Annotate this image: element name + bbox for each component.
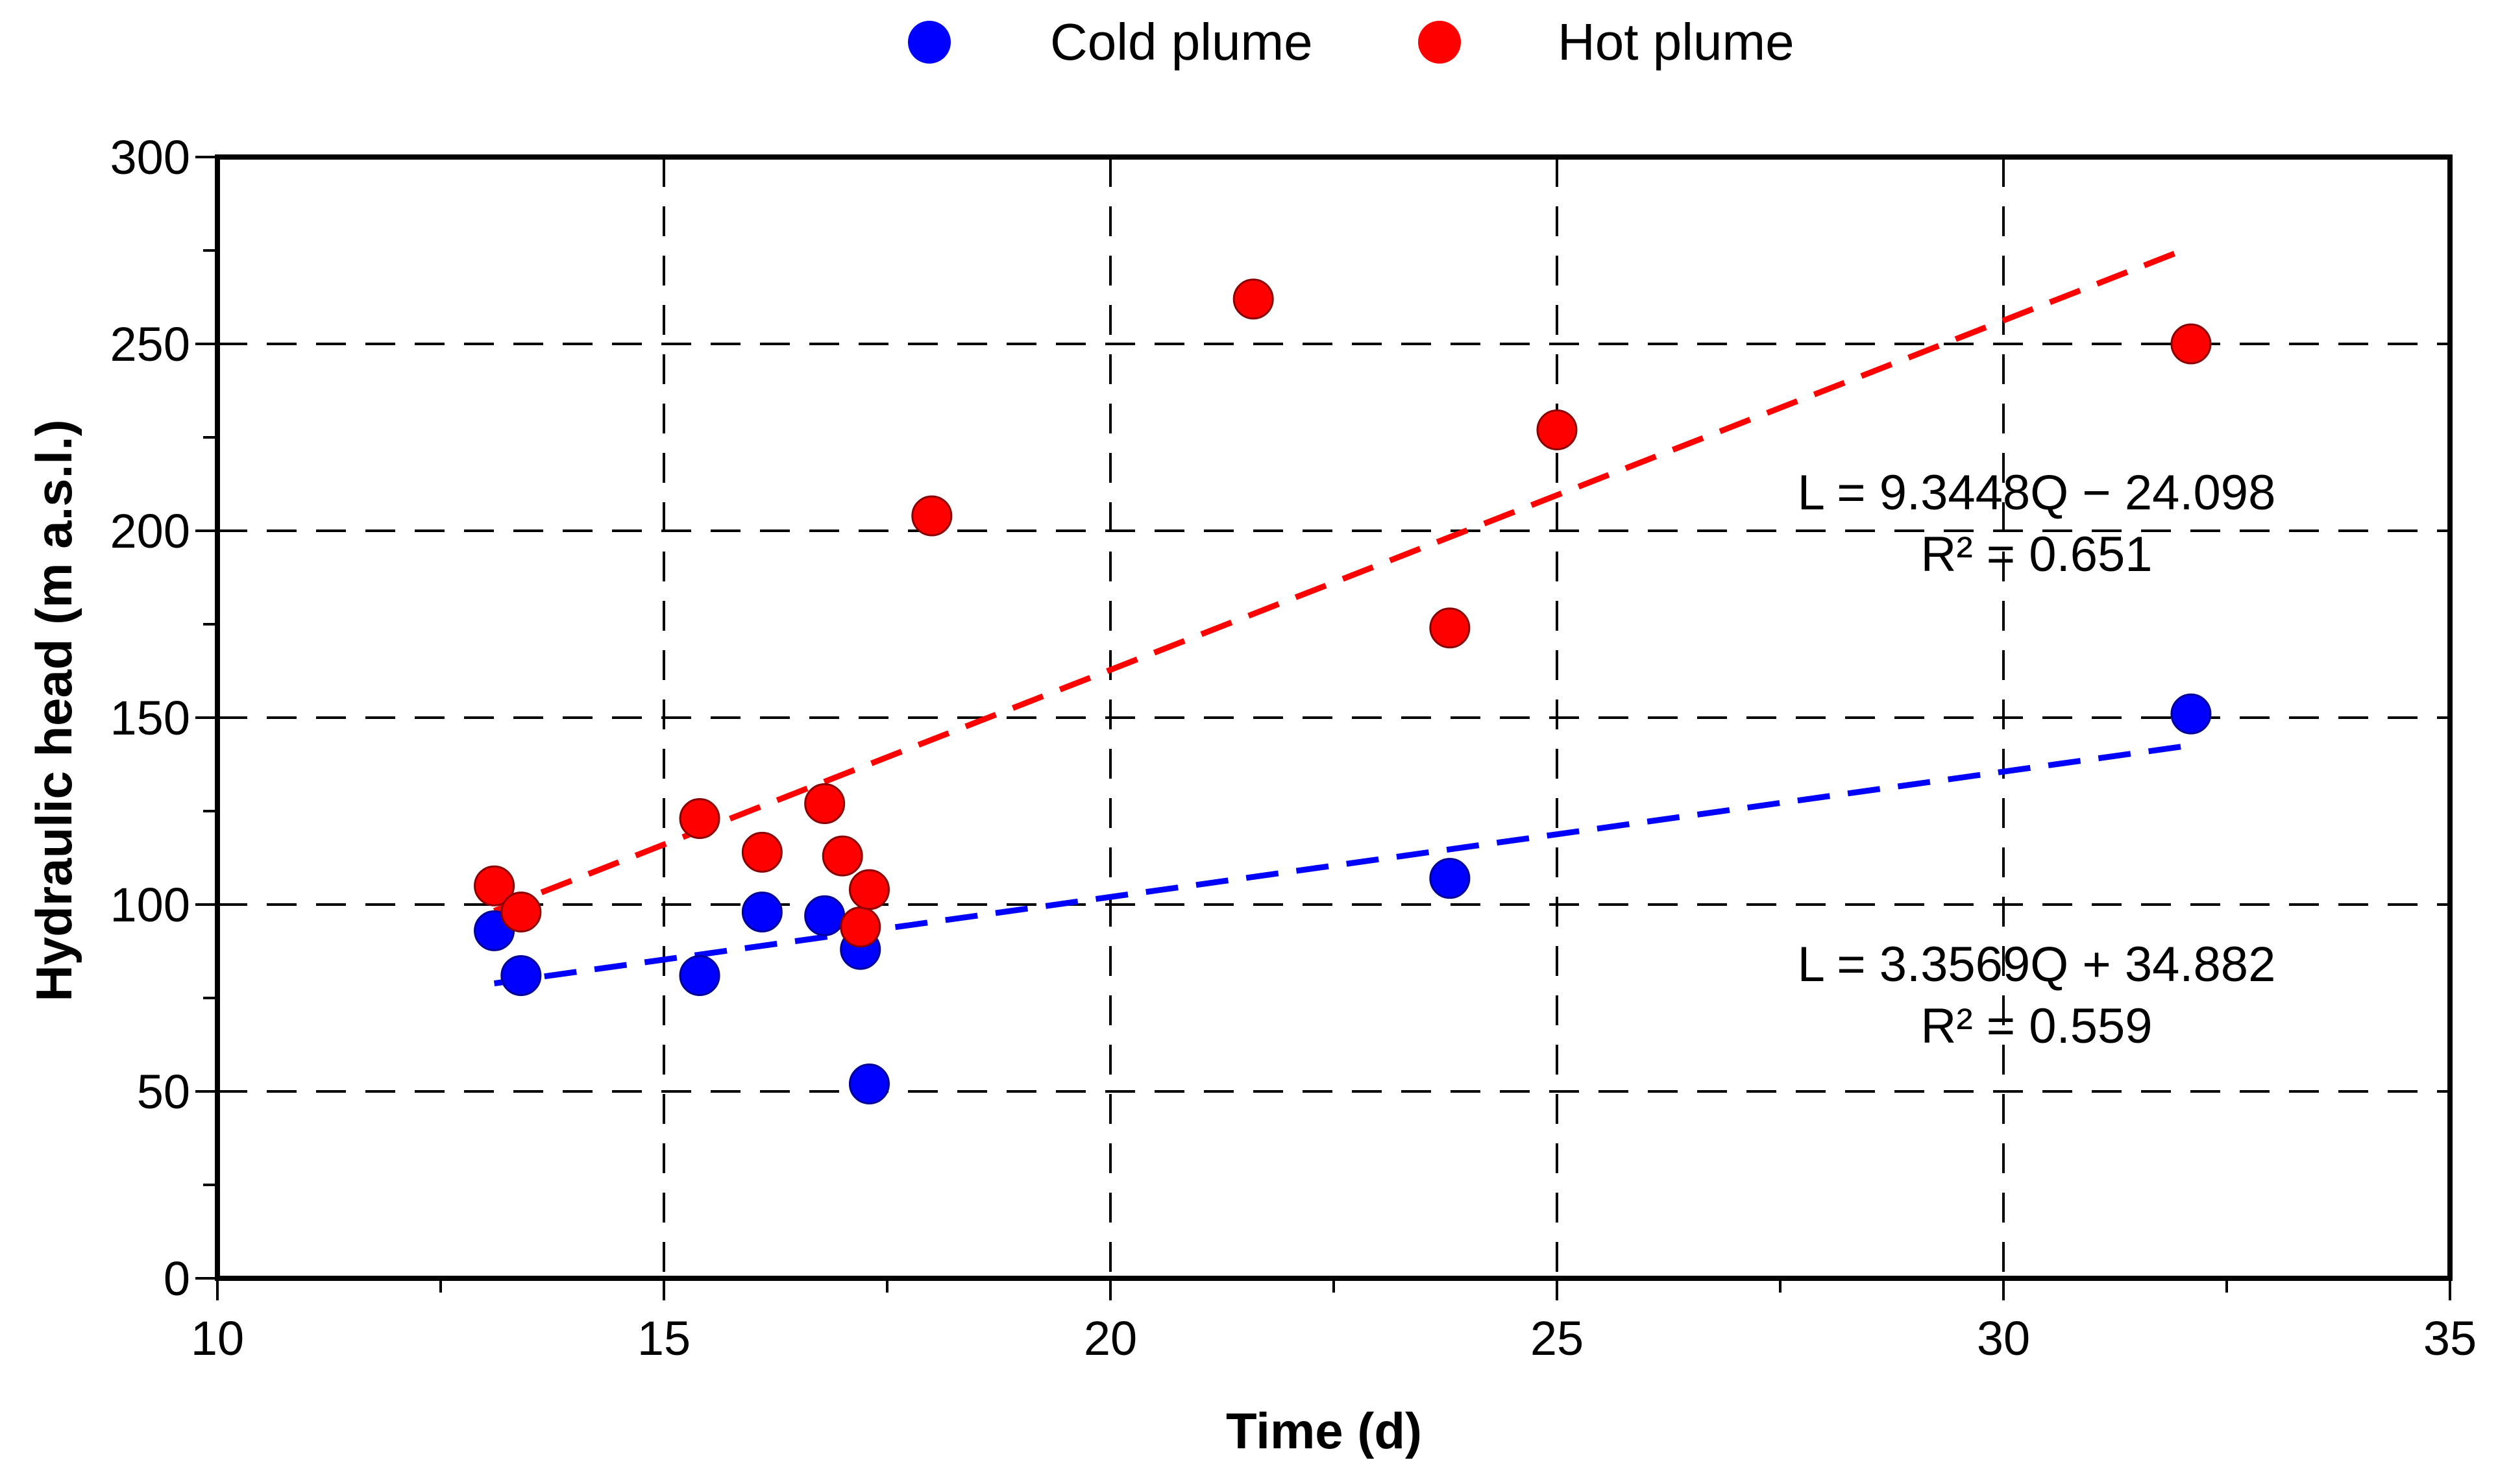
cold-equation-label: L = 3.3569Q + 34.882 [1798,937,2276,992]
hot-r2-label: R² = 0.651 [1921,527,2153,582]
x-tick-label: 25 [1530,1311,1584,1365]
hot-plume-point [1232,278,1274,320]
cold-plume-point [679,955,720,996]
grid [217,157,2450,1278]
legend-marker-hot [1418,21,1461,64]
hot-plume-point [911,495,953,537]
x-tick-label: 30 [1977,1311,2030,1365]
y-axis-title: Hydraulic head (m a.s.l.) [25,419,82,1001]
legend-label-cold: Cold plume [1050,13,1313,71]
x-tick-label: 15 [637,1311,691,1365]
hot-plume-point [474,865,515,906]
hot-plume-point [500,892,542,933]
legend-label-hot: Hot plume [1558,13,1794,71]
cold-plume-point [500,955,542,996]
legend: Cold plume Hot plume [908,13,1794,71]
x-tick-label: 35 [2423,1311,2477,1365]
legend-marker-cold [908,21,951,64]
annotations: L = 9.3448Q − 24.098 R² = 0.651 L = 3.35… [1798,465,2276,1054]
y-tick-label: 200 [110,504,190,558]
cold-plume-trendline [493,742,2192,986]
hot-plume-point [1429,607,1471,649]
cold-plume-point [804,895,846,936]
hot-plume-point [679,798,720,840]
y-tick-label: 50 [137,1065,190,1119]
hot-plume-point [804,783,846,824]
hot-plume-point [848,869,890,910]
y-tick-label: 100 [110,878,190,932]
cold-plume-point [1429,858,1471,899]
y-tick-label: 250 [110,317,190,371]
cold-r2-label: R² = 0.559 [1921,999,2153,1054]
y-tick-label: 150 [110,691,190,745]
axis-ticks: 10 15 20 25 30 35 0 50 100 150 200 250 300 [110,130,2477,1365]
hot-equation-label: L = 9.3448Q − 24.098 [1798,465,2276,520]
cold-plume-point [741,892,783,933]
x-tick-label: 10 [191,1311,244,1365]
hot-plume-point [1536,409,1578,450]
hot-plume-point [840,906,881,948]
y-tick-label: 0 [164,1252,190,1306]
hot-plume-point [822,835,863,877]
x-tick-label: 20 [1084,1311,1137,1365]
trendlines [493,244,2192,986]
hot-plume-point [2170,323,2212,365]
cold-plume-point [2170,693,2212,735]
y-tick-label: 300 [110,130,190,184]
x-axis-title: Time (d) [1226,1402,1422,1459]
cold-plume-point [848,1063,890,1104]
hot-plume-point [741,831,783,873]
data-points [474,278,2212,1104]
